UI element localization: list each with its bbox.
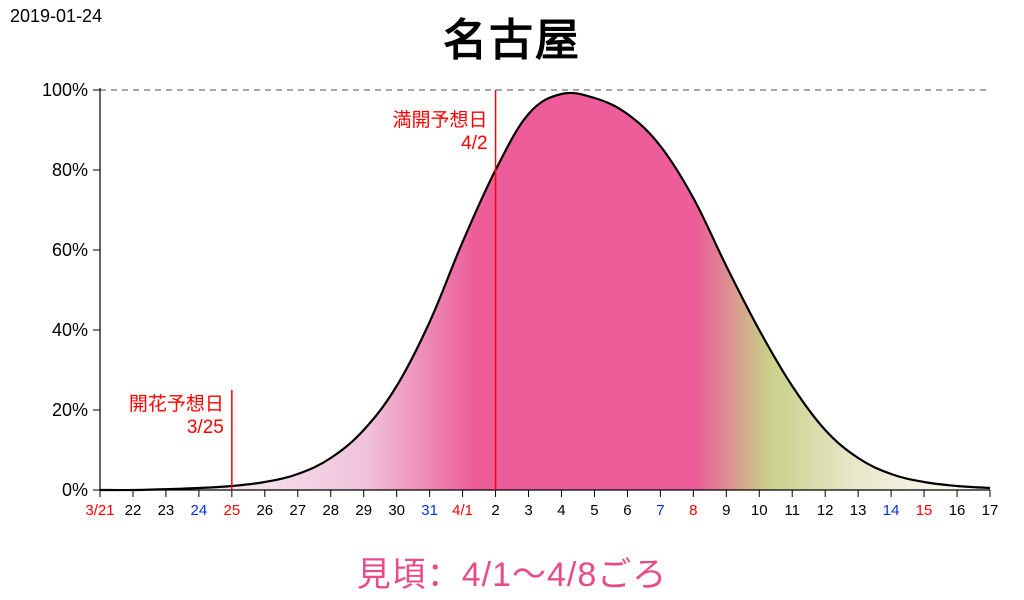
x-tick-label: 3 [524, 502, 532, 519]
x-tick-label: 14 [883, 502, 900, 519]
marker-label-full-bloom: 4/2 [461, 133, 487, 154]
area-fill [100, 93, 990, 490]
x-tick-label: 15 [916, 502, 933, 519]
x-tick-label: 8 [689, 502, 697, 519]
y-tick-label: 0% [62, 480, 88, 500]
x-tick-label: 12 [817, 502, 834, 519]
x-tick-label: 16 [949, 502, 966, 519]
chart-container: 2019-01-24 名古屋 0%20%40%60%80%100%3/21222… [0, 0, 1024, 600]
chart-title: 名古屋 [0, 4, 1024, 68]
x-tick-label: 10 [751, 502, 768, 519]
x-tick-label: 2 [491, 502, 499, 519]
y-tick-label: 20% [52, 400, 88, 420]
x-tick-label: 7 [656, 502, 664, 519]
x-tick-label: 29 [355, 502, 372, 519]
x-tick-label: 9 [722, 502, 730, 519]
x-tick-label: 3/21 [85, 502, 114, 519]
y-tick-label: 80% [52, 160, 88, 180]
x-tick-label: 31 [421, 502, 438, 519]
marker-label-flowering: 開花予想日 [129, 393, 224, 415]
x-tick-label: 4/1 [452, 502, 473, 519]
marker-label-flowering: 3/25 [187, 417, 224, 438]
x-tick-label: 17 [982, 502, 999, 519]
x-tick-label: 24 [191, 502, 208, 519]
y-tick-label: 60% [52, 240, 88, 260]
y-tick-label: 40% [52, 320, 88, 340]
x-tick-label: 26 [256, 502, 273, 519]
x-tick-label: 4 [557, 502, 565, 519]
x-tick-label: 25 [224, 502, 241, 519]
marker-label-full-bloom: 満開予想日 [393, 109, 488, 131]
x-tick-label: 5 [590, 502, 598, 519]
chart-svg: 0%20%40%60%80%100%3/21222324252627282930… [0, 0, 1024, 560]
x-tick-label: 27 [289, 502, 306, 519]
x-tick-label: 6 [623, 502, 631, 519]
x-tick-label: 30 [388, 502, 405, 519]
bottom-caption: 見頃：4/1～4/8ごろ [0, 547, 1024, 596]
x-tick-label: 22 [125, 502, 142, 519]
y-tick-label: 100% [42, 80, 88, 100]
x-tick-label: 28 [322, 502, 339, 519]
x-tick-label: 23 [158, 502, 175, 519]
x-tick-label: 13 [850, 502, 867, 519]
x-tick-label: 11 [784, 502, 800, 519]
